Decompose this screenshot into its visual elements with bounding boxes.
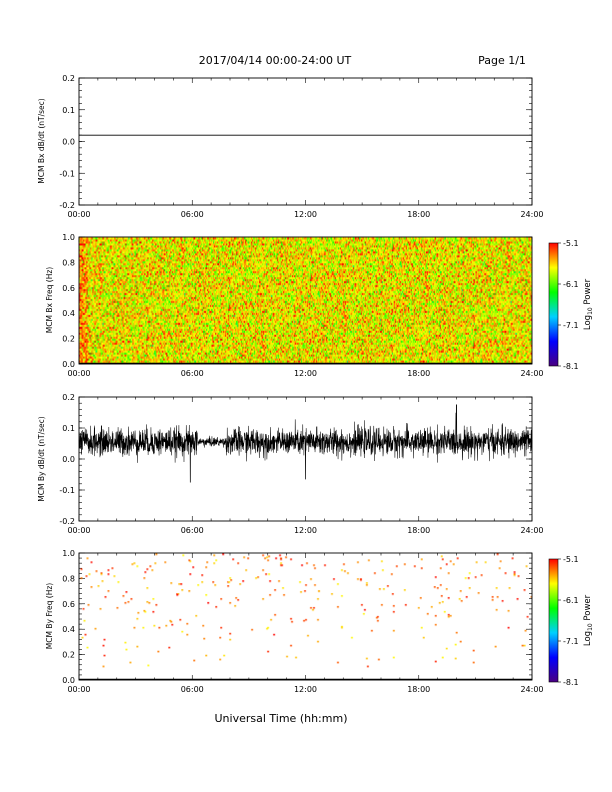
x-tick-label: 00:00 <box>67 369 90 378</box>
y-tick-label: 1.0 <box>62 233 75 242</box>
colorbar-label-sub: 10 <box>587 623 594 631</box>
y-tick-label: 0.8 <box>62 574 75 583</box>
x-tick-label: 00:00 <box>67 526 90 535</box>
y-tick-label: 0.0 <box>62 138 75 147</box>
y-tick-label: 0.2 <box>62 74 75 83</box>
page-number: Page 1/1 <box>478 54 526 67</box>
x-tick-label: 24:00 <box>520 210 543 219</box>
y-tick-label: -0.2 <box>59 201 75 210</box>
y-tick-label: 0.0 <box>62 676 75 685</box>
y-tick-label: 1.0 <box>62 549 75 558</box>
panel-bx-spectrogram-ylabel: MCM Bx Freq (Hz) <box>45 267 54 333</box>
panel-0-y-axis: 0.2 0.1 0.0 -0.1 -0.2 <box>59 74 532 210</box>
colorbar-label-tail: Power <box>583 278 593 307</box>
panel-2-y-axis: 0.2 0.1 0.0 -0.1 -0.2 <box>59 393 532 526</box>
x-axis-title: Universal Time (hh:mm) <box>215 712 348 725</box>
x-tick-label: 06:00 <box>181 210 204 219</box>
x-tick-label: 12:00 <box>294 369 317 378</box>
x-tick-label: 06:00 <box>181 526 204 535</box>
colorbar-tick-label: -6.1 <box>563 280 579 289</box>
by-dbdt-series-line <box>78 404 533 483</box>
panel-bx-dbdt: MCM Bx dB/dt (nT/sec) <box>37 77 533 206</box>
panel-bx-dbdt-ylabel: MCM Bx dB/dt (nT/sec) <box>37 98 46 183</box>
y-tick-label: 0.2 <box>62 393 75 402</box>
panel-2-x-axis: 00:00 06:00 12:00 18:00 24:00 <box>67 397 544 535</box>
panel-by-dbdt-ylabel: MCM By dB/dt (nT/sec) <box>37 416 46 501</box>
colorbar-label-tail: Power <box>583 594 593 623</box>
colorbar-panel-3: -5.1 -6.1 -7.1 -8.1 Log10 Power <box>548 555 594 687</box>
colorbar-tick-label: -8.1 <box>563 362 579 371</box>
x-tick-label: 24:00 <box>520 369 543 378</box>
panel-bx-dbdt-frame <box>78 77 533 206</box>
colorbar-label-sub: 10 <box>587 307 594 315</box>
colorbar-tick-label: -6.1 <box>563 596 579 605</box>
x-tick-label: 00:00 <box>67 210 90 219</box>
date-range-title: 2017/04/14 00:00-24:00 UT <box>199 54 352 67</box>
y-tick-label: 0.8 <box>62 258 75 267</box>
colorbar-label-main: Log <box>583 315 593 330</box>
colorbar-tick-label: -5.1 <box>563 239 579 248</box>
y-tick-label: 0.4 <box>62 625 75 634</box>
colorbar-tick-label: -5.1 <box>563 555 579 564</box>
y-tick-label: 0.6 <box>62 284 75 293</box>
y-tick-label: 0.4 <box>62 309 75 318</box>
x-tick-label: 18:00 <box>407 369 430 378</box>
y-tick-label: 0.0 <box>62 455 75 464</box>
colorbar-rect <box>548 558 559 683</box>
x-tick-label: 18:00 <box>407 526 430 535</box>
colorbar-panel-1: -5.1 -6.1 -7.1 -8.1 Log10 Power <box>548 239 594 371</box>
colorbar-tick-label: -8.1 <box>563 678 579 687</box>
x-tick-label: 24:00 <box>520 685 543 694</box>
colorbar-rect <box>548 242 559 367</box>
y-tick-label: -0.2 <box>59 517 75 526</box>
panel-by-dbdt: MCM By dB/dt (nT/sec) <box>37 396 533 522</box>
bx-spectrogram-image <box>79 237 532 364</box>
x-tick-label: 12:00 <box>294 526 317 535</box>
colorbar-label-main: Log <box>583 631 593 646</box>
x-tick-label: 06:00 <box>181 369 204 378</box>
y-tick-label: 0.0 <box>62 360 75 369</box>
x-tick-label: 18:00 <box>407 685 430 694</box>
x-tick-label: 12:00 <box>294 685 317 694</box>
panel-by-spectrogram-ylabel: MCM By Freq (Hz) <box>45 583 54 649</box>
x-tick-label: 24:00 <box>520 526 543 535</box>
y-tick-label: 0.6 <box>62 600 75 609</box>
colorbar-label: Log10 Power <box>583 594 594 646</box>
y-tick-label: 0.2 <box>62 651 75 660</box>
colorbar-tick-label: -7.1 <box>563 637 579 646</box>
x-tick-label: 18:00 <box>407 210 430 219</box>
x-tick-label: 12:00 <box>294 210 317 219</box>
y-tick-label: 0.2 <box>62 335 75 344</box>
colorbar-label: Log10 Power <box>583 278 594 330</box>
by-spectrogram-image <box>79 553 532 680</box>
y-tick-label: 0.1 <box>62 424 75 433</box>
y-tick-label: -0.1 <box>59 169 75 178</box>
y-tick-label: -0.1 <box>59 486 75 495</box>
y-tick-label: 0.1 <box>62 106 75 115</box>
x-tick-label: 00:00 <box>67 685 90 694</box>
colorbar-tick-label: -7.1 <box>563 321 579 330</box>
x-tick-label: 06:00 <box>181 685 204 694</box>
panel-0-x-axis: 00:00 06:00 12:00 18:00 24:00 <box>67 78 544 219</box>
